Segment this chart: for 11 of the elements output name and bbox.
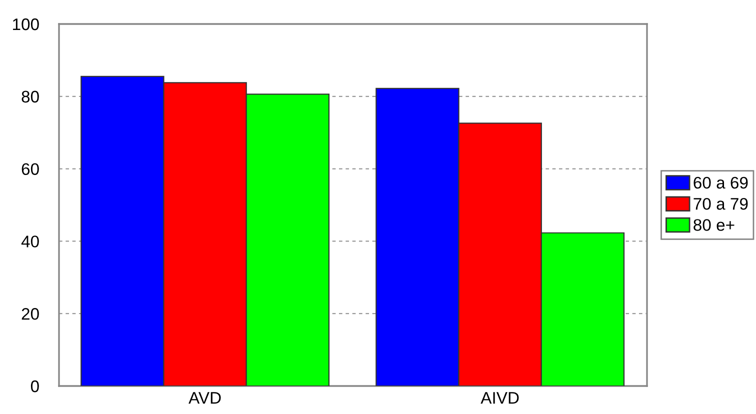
legend-label: 80 e+ bbox=[694, 219, 734, 231]
x-tick-label: AVD bbox=[188, 392, 221, 404]
y-tick-label: 40 bbox=[21, 236, 39, 248]
y-tick-label: 100 bbox=[13, 18, 39, 30]
legend-label: 60 a 69 bbox=[694, 176, 748, 189]
y-tick-label: 80 bbox=[22, 90, 39, 103]
y-tick-label: 20 bbox=[22, 308, 39, 320]
x-tick-label: AIVD bbox=[480, 392, 519, 404]
legend-label: 70 a 79 bbox=[694, 198, 748, 210]
y-tick-label: 60 bbox=[22, 163, 39, 176]
y-tick-label: 0 bbox=[30, 380, 39, 392]
